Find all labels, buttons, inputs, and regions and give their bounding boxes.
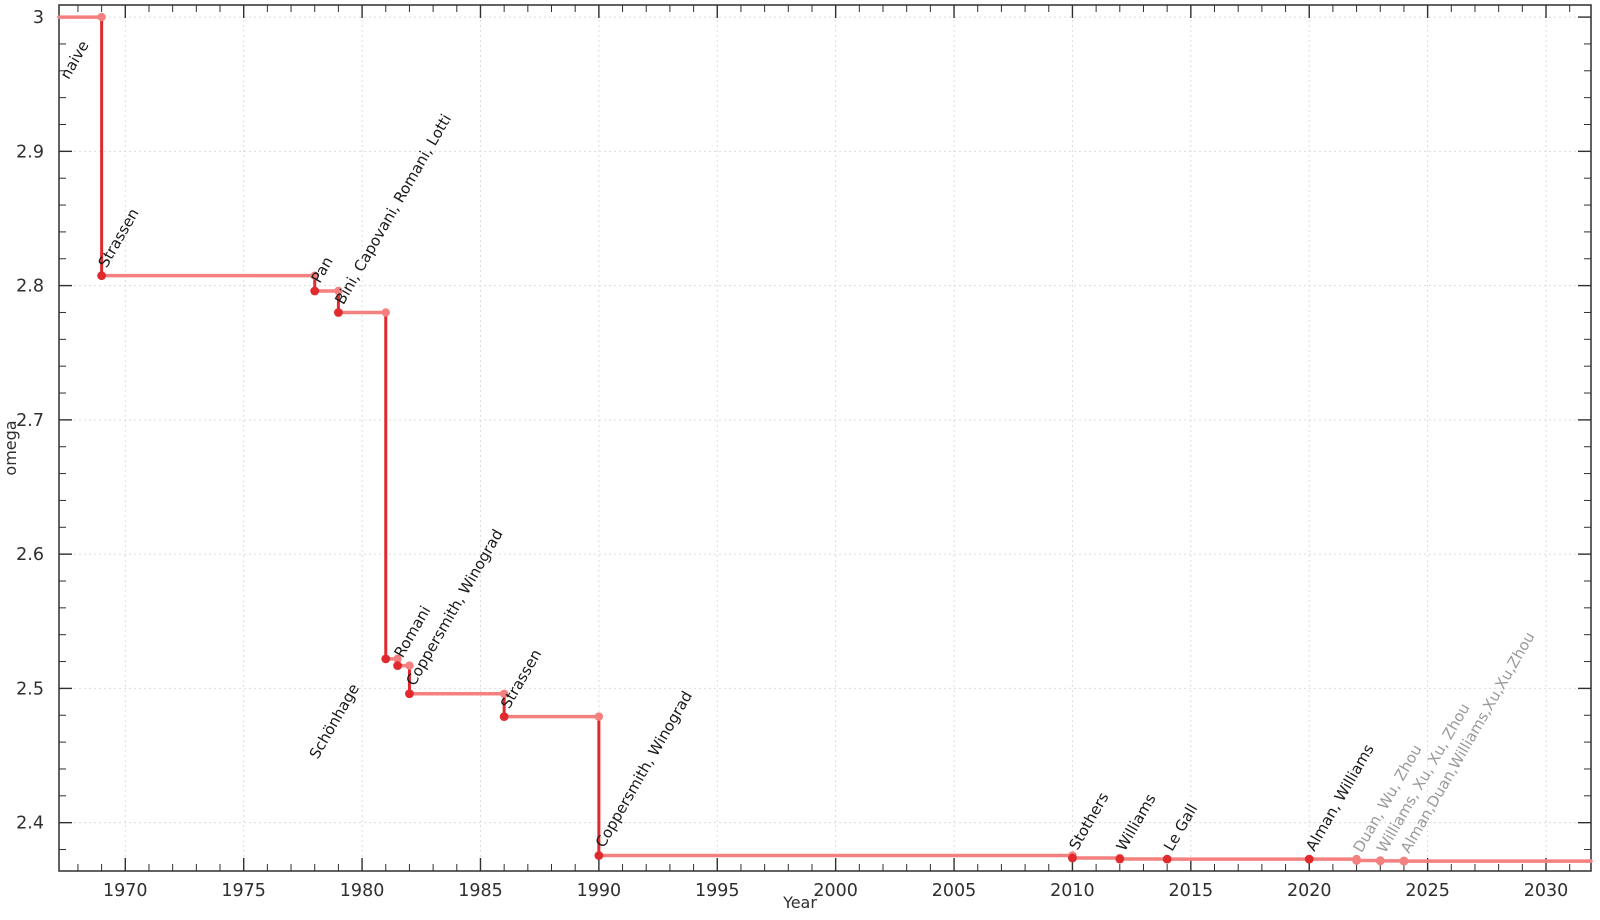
x-tick-label: 1980 xyxy=(340,881,385,901)
marker-bound xyxy=(1068,853,1077,863)
y-tick-label: 2.4 xyxy=(16,814,44,834)
annotation-label: Schönhage xyxy=(306,681,363,762)
annotation-label: Pan xyxy=(308,254,337,286)
marker-bound xyxy=(310,286,320,296)
x-tick-label: 2005 xyxy=(932,881,977,901)
annotation-label: Strassen xyxy=(497,646,545,711)
marker-bound xyxy=(1304,854,1314,864)
x-tick-label: 2020 xyxy=(1287,881,1332,901)
marker-bound xyxy=(334,308,343,317)
x-tick-label: 1970 xyxy=(103,881,148,901)
marker-bound xyxy=(1115,854,1125,864)
x-tick-label: 2000 xyxy=(813,881,858,901)
y-tick-label: 2.5 xyxy=(16,679,44,699)
marker-superseded xyxy=(334,286,343,296)
marker-superseded xyxy=(97,12,106,22)
marker-bound xyxy=(393,661,403,670)
annotation-label: Le Gall xyxy=(1160,801,1201,854)
marker-bound xyxy=(1162,854,1172,864)
marker-bound xyxy=(1375,856,1385,866)
marker-superseded xyxy=(499,689,509,698)
marker-bound xyxy=(499,712,509,721)
marker-superseded xyxy=(393,654,402,664)
x-tick-label: 1975 xyxy=(221,881,266,901)
y-axis-title: omega xyxy=(1,420,20,475)
y-tick-label: 3 xyxy=(33,8,44,28)
marker-bound xyxy=(1399,856,1409,866)
y-tick-label: 2.8 xyxy=(16,277,44,297)
data-point-markers xyxy=(97,12,1409,866)
marker-bound xyxy=(594,851,604,860)
x-tick-label: 2015 xyxy=(1169,881,1214,901)
x-tick-label: 2025 xyxy=(1405,881,1450,901)
marker-bound xyxy=(381,654,391,664)
x-tick-label: 2010 xyxy=(1050,881,1095,901)
y-tick-label: 2.9 xyxy=(16,142,44,162)
marker-bound xyxy=(405,689,414,699)
x-tick-label: 1985 xyxy=(458,881,503,901)
marker-bound xyxy=(97,271,107,281)
x-tick-label: 1990 xyxy=(577,881,622,901)
annotation-label: Coppersmith, Winograd xyxy=(592,688,696,851)
marker-superseded xyxy=(594,712,604,721)
plot-frame xyxy=(58,4,1592,872)
axis-ticks xyxy=(59,5,1591,871)
marker-superseded xyxy=(381,308,390,317)
y-tick-label: 2.6 xyxy=(16,545,44,565)
x-tick-label: 1995 xyxy=(695,881,740,901)
axis-tick-labels: 1970 1975 1980 1985 1990 1995 2000 2005 2010 2015… xyxy=(16,8,1568,901)
y-tick-label: 2.7 xyxy=(16,411,44,431)
x-tick-label: 2030 xyxy=(1524,881,1569,901)
annotation-label: Bini, Capovani, Romani, Lotti xyxy=(331,111,455,307)
marker-superseded xyxy=(405,661,414,670)
x-axis-title: Year xyxy=(782,893,817,912)
marker-superseded xyxy=(310,271,319,280)
grid-lines xyxy=(59,5,1591,871)
marker-bound xyxy=(1352,856,1361,865)
annotation-label: Alman,Duan,Williams,Xu,Xu,Zhou xyxy=(1397,629,1539,856)
omega-step-series xyxy=(57,15,1593,863)
